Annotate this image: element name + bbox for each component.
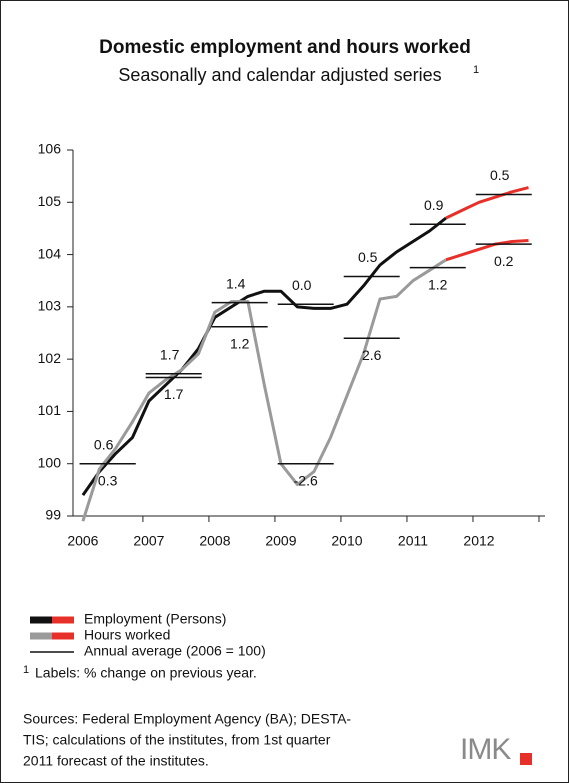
chart-title: Domestic employment and hours worked	[99, 37, 471, 58]
footnote-mark: 1	[23, 664, 29, 676]
annual-label: 0.2	[494, 253, 514, 269]
line	[445, 186, 529, 220]
y-tick-label: 101	[38, 402, 62, 418]
annual-label: 1.2	[230, 335, 250, 351]
annual-label: 0.5	[358, 249, 378, 265]
annual-label: 1.4	[226, 275, 246, 291]
x-tick-label: 2012	[463, 533, 494, 549]
annual-label: 1.2	[428, 276, 448, 292]
x-tick-label: 2006	[67, 533, 98, 549]
subtitle-mark: 1	[473, 64, 479, 76]
y-tick-label: 102	[38, 350, 62, 366]
sources: Sources: Federal Employment Agency (BA);…	[23, 711, 351, 727]
x-tick-label: 2008	[199, 533, 230, 549]
y-tick-label: 99	[45, 507, 61, 523]
y-tick-label: 100	[38, 454, 62, 470]
y-tick-label: 103	[38, 298, 62, 314]
annual-label: 2.6	[362, 347, 382, 363]
chart-subtitle: Seasonally and calendar adjusted series	[118, 65, 441, 85]
logo: IMK	[460, 733, 511, 766]
footnote: Labels: % change on previous year.	[35, 665, 257, 681]
sources: TIS; calculations of the institutes, fro…	[23, 732, 331, 748]
annual-label: 0.6	[94, 436, 114, 452]
annual-label: 0.5	[490, 167, 510, 183]
x-tick-label: 2009	[265, 533, 296, 549]
annual-label: 1.7	[164, 386, 184, 402]
x-tick-label: 2007	[133, 533, 164, 549]
annual-label: 0.3	[98, 472, 118, 488]
line	[81, 216, 447, 496]
sources: 2011 forecast of the institutes.	[23, 753, 209, 769]
y-tick-label: 106	[38, 141, 62, 157]
annual-label: -2.6	[294, 472, 318, 488]
y-tick-label: 105	[38, 193, 62, 209]
annual-label: 1.7	[160, 346, 180, 362]
y-tick-label: 104	[38, 245, 62, 261]
logo-square	[520, 753, 532, 765]
x-tick-label: 2010	[331, 533, 362, 549]
legend-annual: Annual average (2006 = 100)	[84, 643, 266, 659]
annual-label: 0.0	[292, 277, 312, 293]
line	[445, 239, 529, 262]
legend-label: Employment (Persons)	[84, 611, 226, 627]
line	[81, 258, 447, 522]
annual-label: 0.9	[424, 197, 444, 213]
x-tick-label: 2011	[398, 533, 428, 549]
legend-label: Hours worked	[84, 627, 170, 643]
